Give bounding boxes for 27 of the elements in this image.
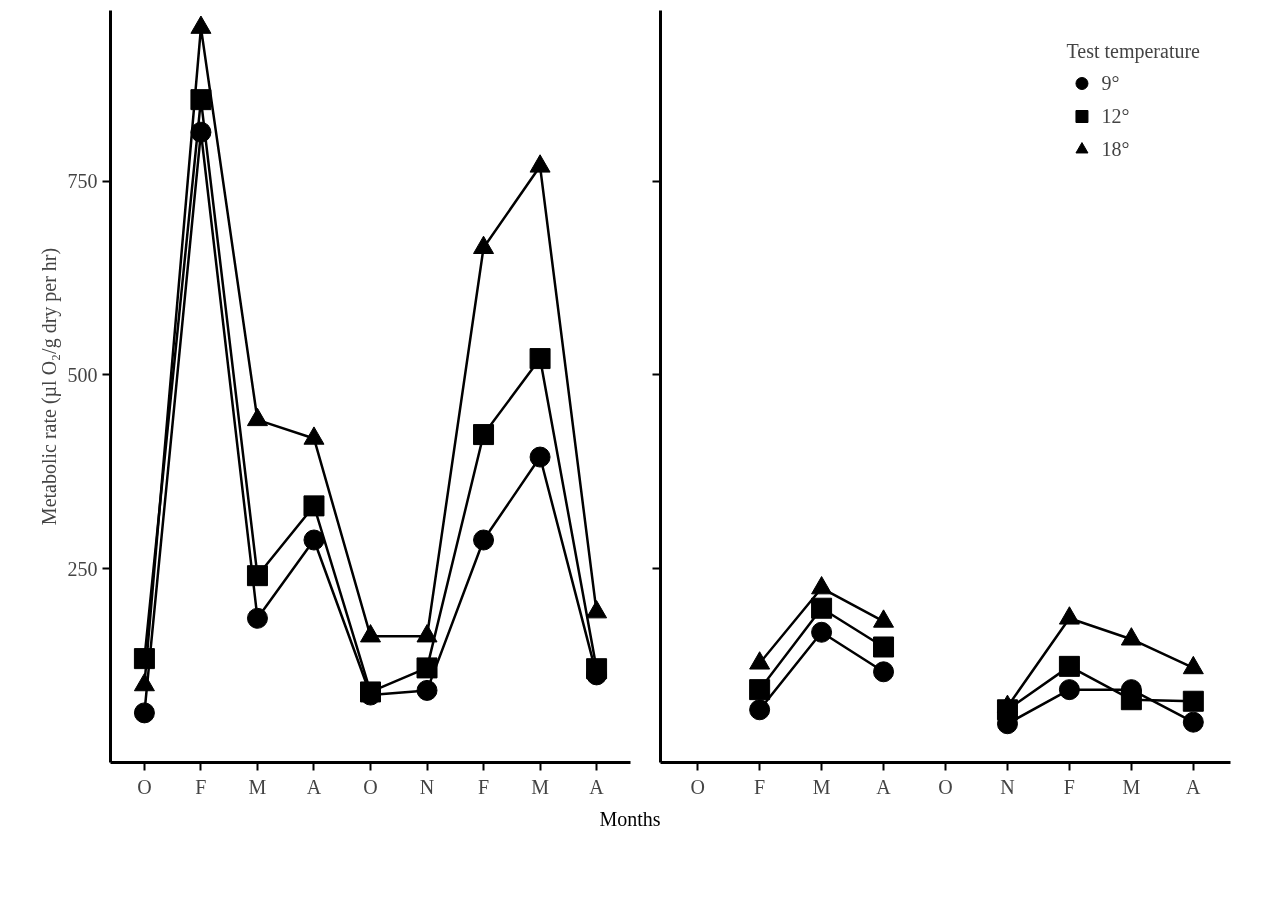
x-tick-label: O (938, 775, 953, 798)
x-tick-label: M (248, 775, 267, 798)
legend-label: 18° (1101, 137, 1130, 161)
x-tick-label: A (1186, 775, 1202, 798)
x-tick-label: O (690, 775, 705, 798)
x-tick-label: O (137, 775, 152, 798)
x-tick-label: N (419, 775, 435, 798)
x-tick-label: N (1000, 775, 1015, 798)
x-tick-label: F (1063, 775, 1075, 798)
y-tick-label: 250 (67, 557, 98, 580)
x-tick-label: M (1122, 775, 1141, 798)
x-tick-label: O (363, 775, 378, 798)
x-tick-label: F (195, 775, 207, 798)
x-tick-label: A (589, 775, 605, 798)
x-tick-label: A (876, 775, 892, 798)
x-tick-label: M (531, 775, 550, 798)
x-tick-label: F (754, 775, 766, 798)
x-tick-label: M (812, 775, 831, 798)
x-axis-title: Months (599, 807, 661, 832)
legend-label: 12° (1101, 104, 1130, 128)
x-tick-label: A (306, 775, 322, 798)
legend-title: Test temperature (1066, 40, 1200, 63)
y-axis-title: Metabolic rate (µl O₂/g dry per hr) (37, 247, 61, 526)
y-tick-label: 750 (67, 170, 98, 193)
x-tick-label: F (477, 775, 490, 798)
y-tick-label: 500 (67, 363, 98, 386)
legend-label: 9° (1101, 71, 1121, 95)
